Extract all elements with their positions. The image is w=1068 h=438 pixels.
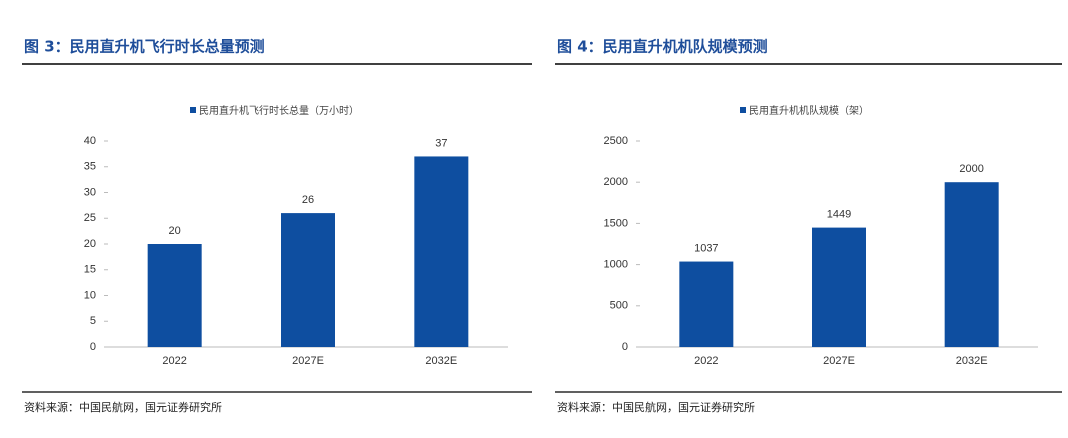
x-tick-label: 2027E [823, 355, 855, 367]
value-label: 26 [302, 194, 314, 206]
value-label: 2000 [959, 163, 983, 175]
y-tick-label: 500 [610, 300, 628, 312]
y-tick-label: 2500 [604, 135, 628, 147]
y-tick-label: 0 [90, 341, 96, 353]
y-tick-label: 20 [84, 238, 96, 250]
y-tick-label: 5 [90, 315, 96, 327]
x-tick-label: 2032E [956, 355, 988, 367]
y-tick-label: 25 [84, 212, 96, 224]
y-tick-label: 30 [84, 186, 96, 198]
x-tick-label: 2022 [694, 355, 718, 367]
value-label: 1037 [694, 242, 718, 254]
bar [414, 156, 469, 347]
legend-swatch [740, 107, 746, 113]
bar [944, 182, 999, 347]
y-tick-label: 35 [84, 161, 96, 173]
bar [812, 227, 866, 347]
source: 资料来源：中国民航网，国元证券研究所 [557, 400, 755, 414]
bar [147, 244, 202, 347]
value-label: 20 [169, 225, 181, 237]
y-tick-label: 1500 [604, 217, 628, 229]
y-tick-label: 10 [84, 289, 96, 301]
value-label: 1449 [827, 209, 851, 221]
bar [679, 261, 734, 347]
legend-label: 民用直升机机队规模（架） [749, 104, 869, 117]
y-tick-label: 1000 [604, 259, 628, 271]
bar [281, 213, 335, 347]
y-tick-label: 2000 [604, 176, 628, 188]
y-tick-label: 15 [84, 264, 96, 276]
x-tick-label: 2022 [162, 355, 186, 367]
legend-label: 民用直升机飞行时长总量（万小时） [199, 104, 359, 117]
legend-swatch [190, 107, 196, 113]
source: 资料来源：中国民航网，国元证券研究所 [24, 400, 222, 414]
x-tick-label: 2027E [292, 355, 324, 367]
y-tick-label: 0 [622, 341, 628, 353]
figure-title: 图 3：民用直升机飞行时长总量预测 [24, 38, 265, 56]
x-tick-label: 2032E [425, 355, 457, 367]
figure-title: 图 4：民用直升机机队规模预测 [557, 38, 768, 56]
value-label: 37 [435, 137, 447, 149]
y-tick-label: 40 [84, 135, 96, 147]
